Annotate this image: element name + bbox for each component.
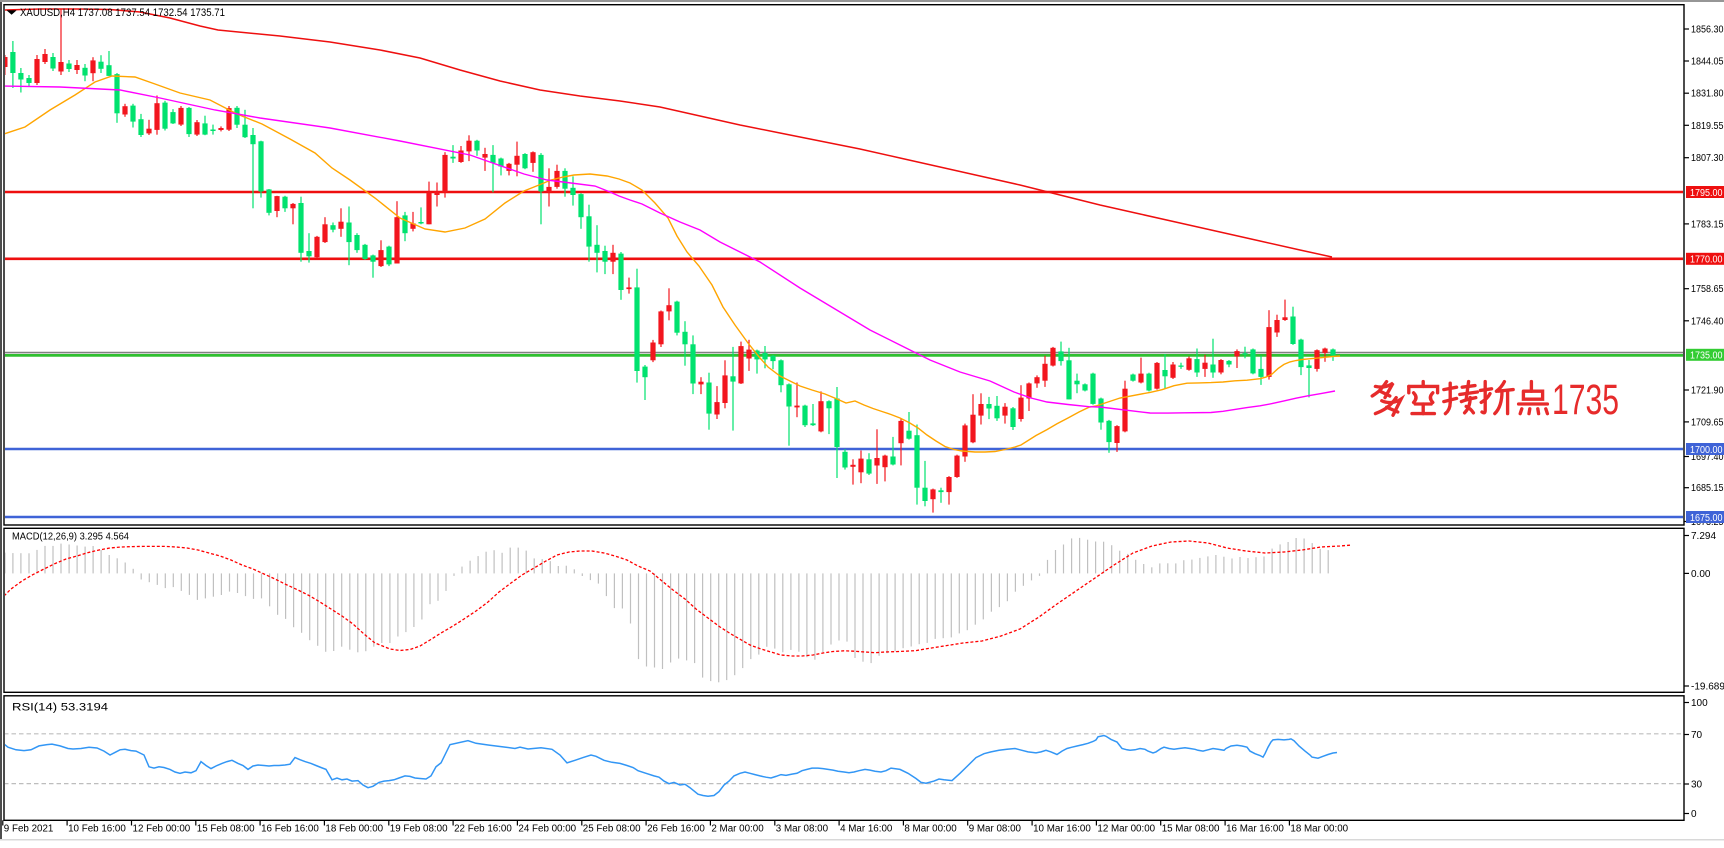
svg-text:1807.30: 1807.30 <box>1691 153 1724 164</box>
svg-text:1685.15: 1685.15 <box>1691 483 1724 494</box>
svg-text:18 Mar 00:00: 18 Mar 00:00 <box>1290 824 1348 835</box>
svg-text:9 Feb 2021: 9 Feb 2021 <box>4 824 54 835</box>
svg-text:9 Mar 08:00: 9 Mar 08:00 <box>969 824 1022 835</box>
svg-text:8 Mar 00:00: 8 Mar 00:00 <box>904 824 957 835</box>
svg-text:-19.689: -19.689 <box>1691 682 1724 693</box>
svg-text:16 Feb 16:00: 16 Feb 16:00 <box>261 824 319 835</box>
svg-text:12 Feb 00:00: 12 Feb 00:00 <box>133 824 191 835</box>
svg-text:0: 0 <box>1691 809 1697 820</box>
svg-text:1721.90: 1721.90 <box>1691 386 1724 397</box>
svg-text:100: 100 <box>1691 698 1708 709</box>
svg-text:1700.00: 1700.00 <box>1690 445 1723 456</box>
svg-text:1675.00: 1675.00 <box>1690 513 1723 524</box>
svg-text:1735: 1735 <box>1552 376 1619 424</box>
svg-text:4 Mar 16:00: 4 Mar 16:00 <box>840 824 893 835</box>
svg-text:MACD(12,26,9) 3.295 4.564: MACD(12,26,9) 3.295 4.564 <box>12 532 129 543</box>
svg-text:1819.55: 1819.55 <box>1691 121 1724 132</box>
svg-text:1856.30: 1856.30 <box>1691 25 1724 36</box>
svg-text:RSI(14) 53.3194: RSI(14) 53.3194 <box>12 702 108 714</box>
svg-text:1844.05: 1844.05 <box>1691 57 1724 68</box>
svg-text:10 Feb 16:00: 10 Feb 16:00 <box>68 824 126 835</box>
svg-text:30: 30 <box>1691 780 1703 791</box>
svg-text:25 Feb 08:00: 25 Feb 08:00 <box>583 824 641 835</box>
svg-text:15 Feb 08:00: 15 Feb 08:00 <box>197 824 255 835</box>
svg-text:1709.65: 1709.65 <box>1691 417 1724 428</box>
svg-text:15 Mar 08:00: 15 Mar 08:00 <box>1162 824 1220 835</box>
svg-text:1735.00: 1735.00 <box>1690 351 1723 362</box>
svg-text:3 Mar 08:00: 3 Mar 08:00 <box>776 824 829 835</box>
svg-text:19 Feb 08:00: 19 Feb 08:00 <box>390 824 448 835</box>
svg-text:1770.00: 1770.00 <box>1690 255 1723 266</box>
svg-text:1697.40: 1697.40 <box>1691 452 1724 463</box>
svg-text:XAUUSD,H4 1737.08 1737.54 173: XAUUSD,H4 1737.08 1737.54 1732.54 1735.7… <box>20 7 225 19</box>
svg-text:12 Mar 00:00: 12 Mar 00:00 <box>1097 824 1155 835</box>
svg-text:70: 70 <box>1691 730 1703 741</box>
svg-text:1758.65: 1758.65 <box>1691 284 1724 295</box>
svg-text:24 Feb 00:00: 24 Feb 00:00 <box>518 824 576 835</box>
svg-text:18 Feb 00:00: 18 Feb 00:00 <box>325 824 383 835</box>
svg-text:7.294: 7.294 <box>1691 531 1716 542</box>
svg-text:1831.80: 1831.80 <box>1691 89 1724 100</box>
svg-text:2 Mar 00:00: 2 Mar 00:00 <box>711 824 764 835</box>
svg-text:1795.00: 1795.00 <box>1690 188 1723 199</box>
svg-text:0.00: 0.00 <box>1691 569 1711 580</box>
svg-text:22 Feb 16:00: 22 Feb 16:00 <box>454 824 512 835</box>
svg-text:16 Mar 16:00: 16 Mar 16:00 <box>1226 824 1284 835</box>
svg-text:26 Feb 16:00: 26 Feb 16:00 <box>647 824 705 835</box>
svg-text:10 Mar 16:00: 10 Mar 16:00 <box>1033 824 1091 835</box>
svg-text:1746.40: 1746.40 <box>1691 316 1724 327</box>
svg-text:1783.15: 1783.15 <box>1691 219 1724 230</box>
